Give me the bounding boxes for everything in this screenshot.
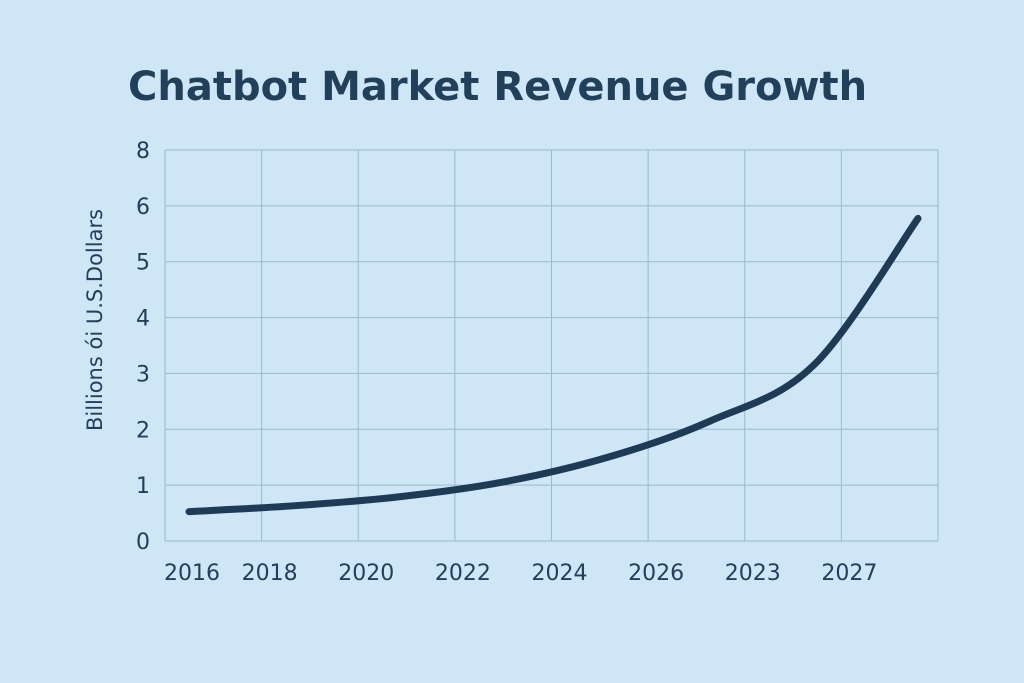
x-tick-label: 2027: [821, 561, 877, 586]
x-tick-label: 2026: [628, 561, 684, 586]
y-tick-label: 0: [136, 530, 150, 555]
y-axis-ticks: 0 1 2 3 4 5 6 8: [136, 139, 150, 555]
y-tick-label: 5: [136, 251, 150, 276]
chart-title: Chatbot Market Revenue Growth: [128, 64, 867, 110]
x-axis-ticks: 2016 2018 2020 2022 2024 2026 2023 2027: [164, 561, 877, 586]
y-tick-label: 4: [136, 307, 150, 332]
x-tick-label: 2024: [532, 561, 588, 586]
series-group: [185, 214, 922, 516]
x-tick-label: 2016: [164, 561, 220, 586]
y-tick-label: 6: [136, 195, 150, 220]
y-tick-label: 3: [136, 362, 150, 387]
grid: [164, 149, 939, 542]
series-line: [185, 214, 922, 516]
x-tick-label: 2022: [435, 561, 491, 586]
x-tick-label: 2020: [338, 561, 394, 586]
y-tick-label: 2: [136, 418, 150, 443]
y-tick-label: 1: [136, 474, 150, 499]
x-tick-label: 2023: [725, 561, 781, 586]
y-axis-label: Billions ói U.S.Dollars: [83, 209, 107, 431]
y-tick-label: 8: [136, 139, 150, 164]
x-tick-label: 2018: [242, 561, 298, 586]
